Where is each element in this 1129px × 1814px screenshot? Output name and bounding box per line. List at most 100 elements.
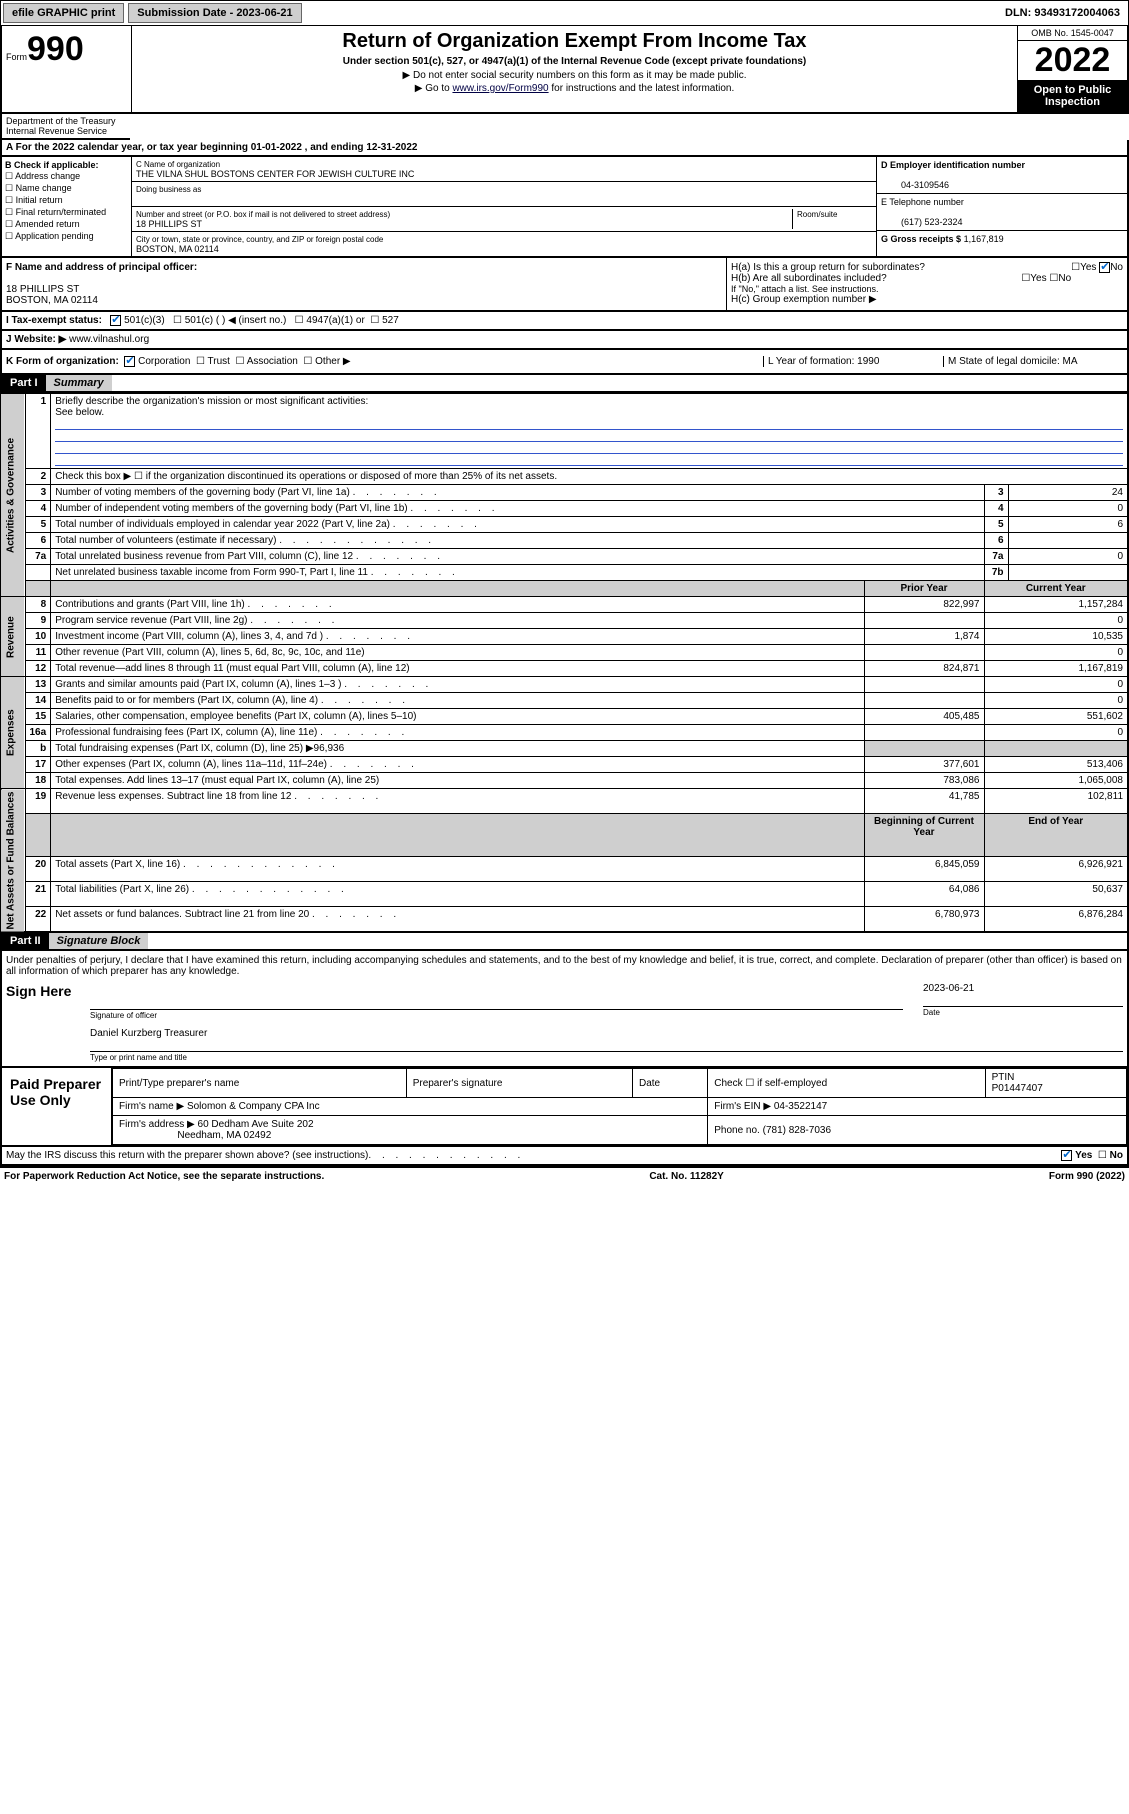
side-netassets: Net Assets or Fund Balances xyxy=(1,789,25,933)
firm-addr1: 60 Dedham Ave Suite 202 xyxy=(198,1119,314,1130)
note2-post: for instructions and the latest informat… xyxy=(549,83,735,94)
c15: 551,602 xyxy=(984,709,1128,725)
l-year-formation: L Year of formation: 1990 xyxy=(763,356,943,367)
firm-addr-label: Firm's address ▶ xyxy=(119,1119,195,1130)
header-center: Return of Organization Exempt From Incom… xyxy=(132,26,1017,112)
ha-no-check[interactable] xyxy=(1099,262,1110,273)
part1-hdr: Part I xyxy=(2,375,46,391)
p20: 6,845,059 xyxy=(864,856,984,881)
irs-yes[interactable] xyxy=(1061,1150,1072,1161)
chk-app-pending[interactable]: ☐ Application pending xyxy=(5,231,128,242)
hb-note: If "No," attach a list. See instructions… xyxy=(731,284,1123,294)
l16a: Professional fundraising fees (Part IX, … xyxy=(55,727,317,738)
omb-number: OMB No. 1545-0047 xyxy=(1018,26,1127,41)
m-domicile: M State of legal domicile: MA xyxy=(943,356,1123,367)
topbar: efile GRAPHIC print Submission Date - 20… xyxy=(0,0,1129,26)
p16a xyxy=(864,725,984,741)
chk-final-return[interactable]: ☐ Final return/terminated xyxy=(5,207,128,218)
v7b xyxy=(1008,565,1128,581)
l10: Investment income (Part VIII, column (A)… xyxy=(55,631,323,642)
irs-discuss-row: May the IRS discuss this return with the… xyxy=(0,1147,1129,1166)
irs-link[interactable]: www.irs.gov/Form990 xyxy=(452,83,548,94)
col-d-right: D Employer identification number04-31095… xyxy=(877,157,1127,256)
sig-date-line: Date xyxy=(923,1006,1123,1017)
sig-name: Daniel Kurzberg Treasurer xyxy=(90,1028,1123,1039)
l1-value: See below. xyxy=(55,407,104,418)
current-hdr: Current Year xyxy=(984,581,1128,597)
org-name: THE VILNA SHUL BOSTONS CENTER FOR JEWISH… xyxy=(136,169,414,179)
irs-q: May the IRS discuss this return with the… xyxy=(6,1150,368,1161)
col-c-org-info: C Name of organizationTHE VILNA SHUL BOS… xyxy=(132,157,877,256)
k-corp: Corporation xyxy=(138,356,190,367)
chk-corp[interactable] xyxy=(124,356,135,367)
g-label: G Gross receipts $ xyxy=(881,234,961,244)
form-header: Form990 Return of Organization Exempt Fr… xyxy=(0,26,1129,114)
chk-initial-return[interactable]: ☐ Initial return xyxy=(5,195,128,206)
paid-selfemp: Check ☐ if self-employed xyxy=(708,1069,985,1098)
chk-501c3[interactable] xyxy=(110,315,121,326)
form-footer: Form 990 (2022) xyxy=(1049,1171,1125,1182)
firm-label: Firm's name ▶ xyxy=(119,1101,184,1112)
efile-print-button[interactable]: efile GRAPHIC print xyxy=(3,3,124,23)
k-trust: Trust xyxy=(208,356,230,367)
firm-name: Solomon & Company CPA Inc xyxy=(187,1101,320,1112)
k-other: Other ▶ xyxy=(315,356,350,367)
l18: Total expenses. Add lines 13–17 (must eq… xyxy=(55,775,379,786)
part2-title: Signature Block xyxy=(49,933,149,949)
v6 xyxy=(1008,533,1128,549)
tax-year: 2022 xyxy=(1018,41,1127,80)
gross-receipts: 1,167,819 xyxy=(964,234,1004,244)
e-label: E Telephone number xyxy=(881,197,964,207)
c19: 102,811 xyxy=(984,789,1128,814)
chk-amended[interactable]: ☐ Amended return xyxy=(5,219,128,230)
form-note-1: ▶ Do not enter social security numbers o… xyxy=(136,70,1013,81)
paid-h1: Print/Type preparer's name xyxy=(113,1069,407,1098)
p18: 783,086 xyxy=(864,773,984,789)
prior-hdr: Prior Year xyxy=(864,581,984,597)
footer: For Paperwork Reduction Act Notice, see … xyxy=(0,1166,1129,1185)
ha-label: H(a) Is this a group return for subordin… xyxy=(731,262,925,273)
l20: Total assets (Part X, line 16) xyxy=(55,859,180,870)
paid-title: Paid Preparer Use Only xyxy=(2,1068,112,1145)
i-527: 527 xyxy=(382,315,399,326)
l9: Program service revenue (Part VIII, line… xyxy=(55,615,247,626)
row-a-tax-year: A For the 2022 calendar year, or tax yea… xyxy=(0,140,1129,157)
p10: 1,874 xyxy=(864,629,984,645)
c17: 513,406 xyxy=(984,757,1128,773)
signature-block: Under penalties of perjury, I declare th… xyxy=(0,951,1129,1068)
col-f-officer: F Name and address of principal officer:… xyxy=(2,258,727,310)
l15: Salaries, other compensation, employee b… xyxy=(55,711,416,722)
v5: 6 xyxy=(1008,517,1128,533)
hb-label: H(b) Are all subordinates included? xyxy=(731,273,887,284)
sig-name-line: Type or print name and title xyxy=(90,1051,1123,1062)
sig-officer-line: Signature of officer xyxy=(90,1009,903,1020)
col-h-group: H(a) Is this a group return for subordin… xyxy=(727,258,1127,310)
c-city-label: City or town, state or province, country… xyxy=(136,235,383,244)
p13 xyxy=(864,677,984,693)
submission-date-button[interactable]: Submission Date - 2023-06-21 xyxy=(128,3,301,23)
l7a-text: Total unrelated business revenue from Pa… xyxy=(55,551,353,562)
c10: 10,535 xyxy=(984,629,1128,645)
l1-text: Briefly describe the organization's miss… xyxy=(55,396,368,407)
l19: Revenue less expenses. Subtract line 18 … xyxy=(55,791,291,802)
chk-address-change[interactable]: ☐ Address change xyxy=(5,171,128,182)
i-4947: 4947(a)(1) or xyxy=(306,315,364,326)
sig-date-val: 2023-06-21 xyxy=(923,983,1123,994)
org-city: BOSTON, MA 02114 xyxy=(136,244,219,254)
open-public-badge: Open to Public Inspection xyxy=(1018,80,1127,112)
v3: 24 xyxy=(1008,485,1128,501)
c13: 0 xyxy=(984,677,1128,693)
dept-treasury: Department of the Treasury Internal Reve… xyxy=(0,114,130,140)
l17: Other expenses (Part IX, column (A), lin… xyxy=(55,759,327,770)
paid-h3: Date xyxy=(633,1069,708,1098)
end-hdr: End of Year xyxy=(984,814,1128,856)
l4-text: Number of independent voting members of … xyxy=(55,503,407,514)
side-expenses: Expenses xyxy=(1,677,25,789)
no-text: No xyxy=(1110,1150,1123,1161)
p9 xyxy=(864,613,984,629)
l7b-text: Net unrelated business taxable income fr… xyxy=(55,567,368,578)
firm-addr2: Needham, MA 02492 xyxy=(177,1130,271,1141)
chk-name-change[interactable]: ☐ Name change xyxy=(5,183,128,194)
l6-text: Total number of volunteers (estimate if … xyxy=(55,535,276,546)
form-note-2: ▶ Go to www.irs.gov/Form990 for instruct… xyxy=(136,83,1013,94)
